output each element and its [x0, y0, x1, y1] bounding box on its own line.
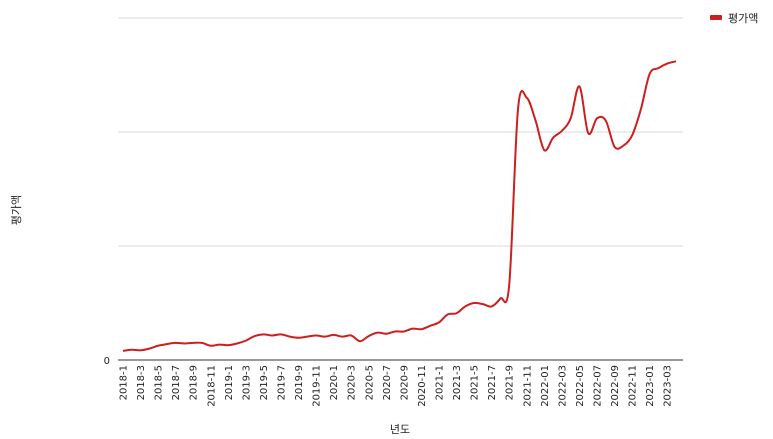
- x-tick-label: 2022-09: [610, 365, 621, 407]
- x-tick-label: 2018-1: [119, 365, 130, 400]
- x-tick-label: 2022-07: [593, 365, 604, 407]
- x-tick-label: 2018-3: [136, 365, 147, 400]
- legend: 평가액: [710, 12, 758, 25]
- legend-swatch: [710, 15, 722, 20]
- x-tick-label: 2020-11: [417, 365, 428, 407]
- x-tick-label: 2021-3: [452, 365, 463, 400]
- x-tick-label: 2022-03: [557, 365, 568, 407]
- x-tick-label: 2018-5: [154, 365, 165, 400]
- x-axis-title: 년도: [390, 423, 410, 436]
- x-tick-label: 2023-03: [663, 365, 674, 407]
- x-tick-label: 2022-01: [540, 365, 551, 407]
- x-tick-label: 2019-3: [241, 365, 252, 400]
- y-tick-label: 0: [104, 356, 110, 367]
- x-tick-label: 2021-7: [487, 365, 498, 400]
- x-tick-label: 2020-1: [329, 365, 340, 400]
- x-tick-label: 2019-5: [259, 365, 270, 400]
- x-tick-label: 2019-9: [294, 365, 305, 400]
- y-axis-title: 평가액: [10, 195, 23, 225]
- x-tick-label: 2018-11: [206, 365, 217, 407]
- x-tick-label: 2019-7: [277, 365, 288, 400]
- x-tick-label: 2023-01: [645, 365, 656, 407]
- x-tick-label: 2021-9: [505, 365, 516, 400]
- series-line-평가액: [122, 60, 677, 352]
- x-tick-label: 2021-11: [522, 365, 533, 407]
- grid-lines: [118, 17, 683, 247]
- x-tick-label: 2021-5: [470, 365, 481, 400]
- x-tick-label: 2020-7: [382, 365, 393, 400]
- x-tick-label: 2020-3: [347, 365, 358, 400]
- x-tick-label: 2020-5: [364, 365, 375, 400]
- x-tick-label: 2020-9: [399, 365, 410, 400]
- x-tick-label: 2019-1: [224, 365, 235, 400]
- x-tick-label: 2021-1: [435, 365, 446, 400]
- x-tick-label: 2018-9: [189, 365, 200, 400]
- x-axis-ticks: 2018-1 2018-3 2018-5 2018-7 2018-9 2018-11 201…: [119, 365, 674, 407]
- x-tick-label: 2022-11: [628, 365, 639, 407]
- legend-label: 평가액: [728, 12, 758, 25]
- x-tick-label: 2018-7: [171, 365, 182, 400]
- x-tick-label: 2022-05: [575, 365, 586, 407]
- x-tick-label: 2019-11: [312, 365, 323, 407]
- y-axis-ticks: 0: [104, 356, 110, 367]
